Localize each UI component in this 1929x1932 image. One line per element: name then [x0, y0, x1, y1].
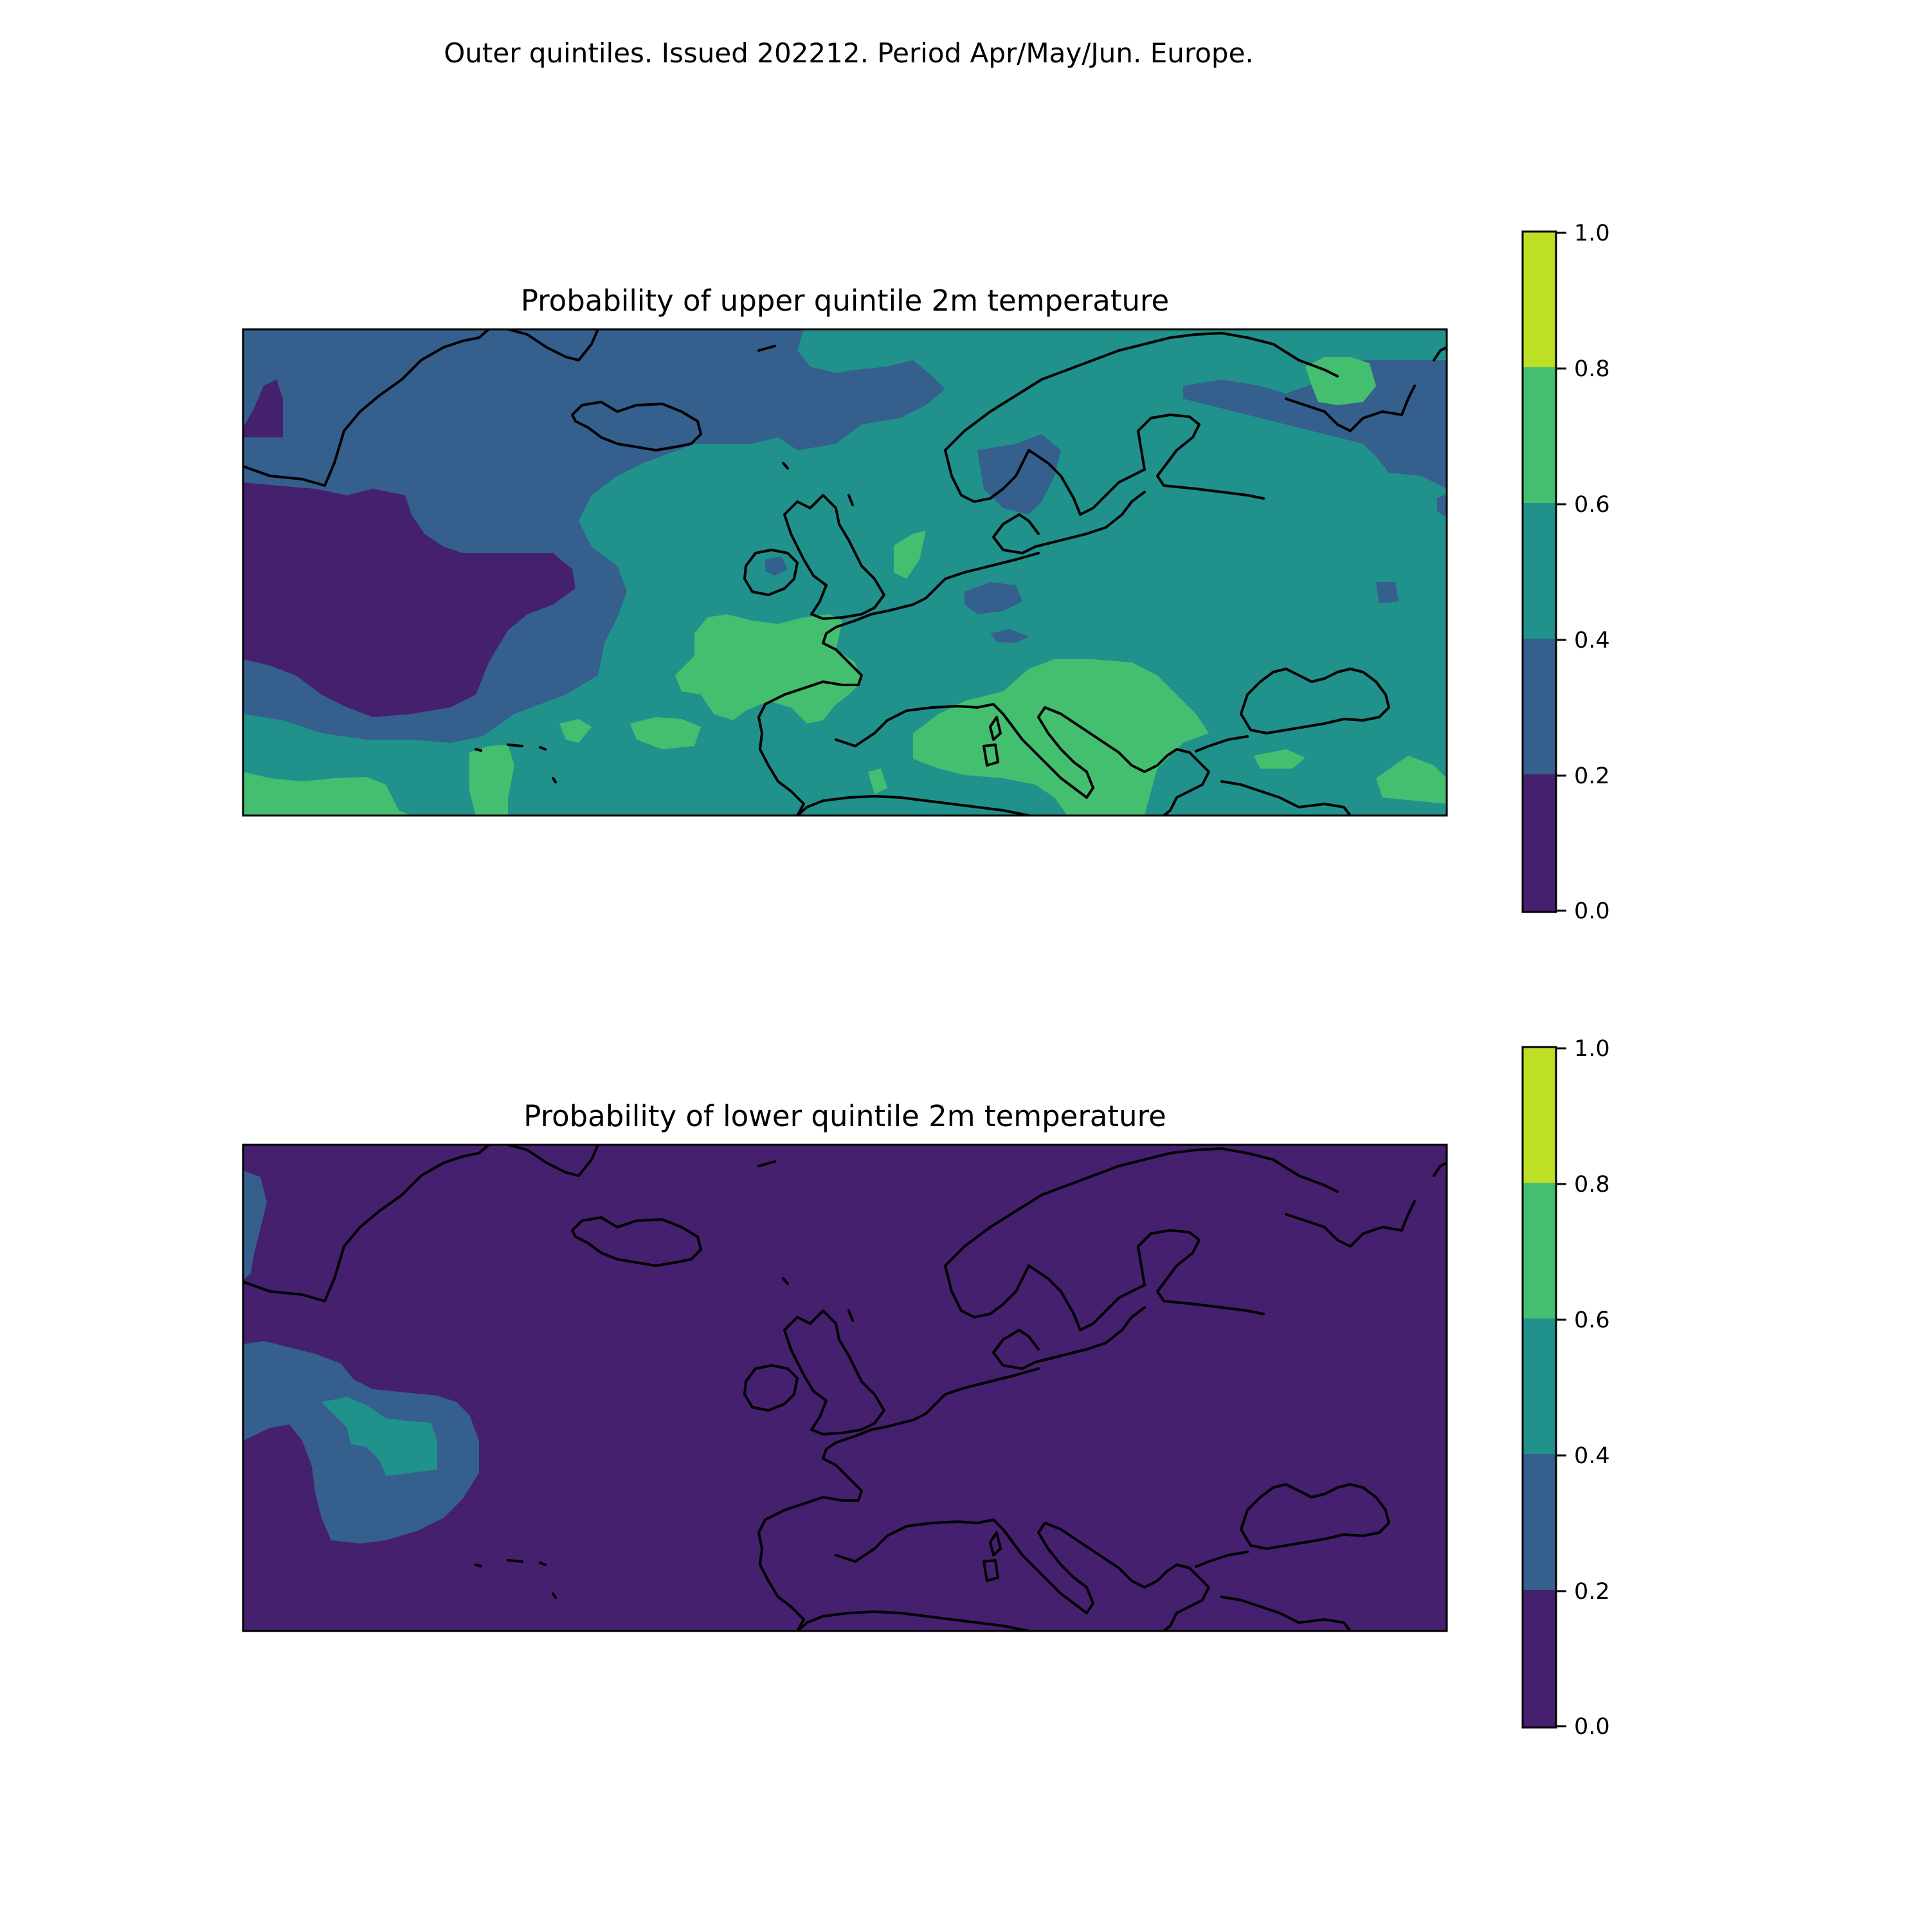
- upper-field-level-0.2-0.4-ireland: [765, 556, 788, 576]
- upper-field-level-0.2-0.4-russia: [1183, 360, 1447, 489]
- upper-colorbar-band-0.0-0.2: [1523, 774, 1556, 912]
- lower-colorbar-tick: 0.0: [1574, 1714, 1610, 1740]
- upper-field-level-0.6-0.8-italy: [913, 659, 1209, 816]
- upper-field-level-0.2-0.4-poland: [964, 582, 1029, 643]
- lower-colorbar-band-0.8-1.0: [1523, 1047, 1556, 1183]
- lower-map-field: [243, 1145, 1447, 1631]
- lower-colorbar-tick: 0.8: [1574, 1172, 1610, 1198]
- lower-colorbar-band-0.0-0.2: [1523, 1590, 1556, 1727]
- figure-title: Outer quintiles. Issued 202212. Period A…: [444, 37, 1254, 69]
- upper-map-frame: [242, 328, 1448, 817]
- upper-colorbar-tick: 0.6: [1574, 492, 1610, 518]
- upper-colorbar-tick: 0.4: [1574, 628, 1610, 653]
- upper-field-level-0.6-0.8-atlantic: [243, 357, 1447, 816]
- lower-colorbar-tick: 0.2: [1574, 1579, 1610, 1605]
- lower-field-level-0.2-0.4-greenland: [243, 1171, 267, 1280]
- upper-field-level-0.2-0.4-caspian: [1376, 494, 1447, 603]
- lower-map-frame: [242, 1144, 1448, 1632]
- upper-colorbar-tick: 0.8: [1574, 356, 1610, 382]
- upper-colorbar-band-0.2-0.4: [1523, 639, 1556, 774]
- upper-colorbar: 1.0 0.8 0.6 0.4 0.2 0.0: [1521, 221, 1610, 924]
- lower-panel-title: Probability of lower quintile 2m tempera…: [523, 1099, 1166, 1133]
- lower-quintile-panel: Probability of lower quintile 2m tempera…: [242, 1036, 1610, 1740]
- lower-field-level-0.4-0.6: [322, 1397, 437, 1476]
- upper-map-field: [243, 329, 1447, 816]
- lower-field-level-0.0-0.2: [243, 1145, 1447, 1631]
- lower-colorbar: 1.0 0.8 0.6 0.4 0.2 0.0: [1521, 1036, 1610, 1740]
- upper-quintile-panel: Probability of upper quintile 2m tempera…: [242, 221, 1610, 924]
- upper-colorbar-band-0.4-0.6: [1523, 503, 1556, 639]
- lower-colorbar-tick: 0.4: [1574, 1443, 1610, 1469]
- lower-colorbar-band-0.2-0.4: [1523, 1454, 1556, 1590]
- lower-colorbar-tick: 0.6: [1574, 1308, 1610, 1333]
- lower-colorbar-band-0.4-0.6: [1523, 1318, 1556, 1454]
- upper-panel-title: Probability of upper quintile 2m tempera…: [521, 284, 1169, 318]
- upper-colorbar-band-0.6-0.8: [1523, 367, 1556, 503]
- upper-field-level-0.6-0.8-biscay: [675, 614, 862, 724]
- upper-colorbar-tick: 0.0: [1574, 898, 1610, 924]
- upper-field-level-0.0-0.2: [243, 482, 575, 717]
- upper-field-level-0.0-0.2-greenland: [243, 379, 283, 437]
- upper-field-level-0.2-0.4-baltic: [977, 434, 1061, 515]
- upper-colorbar-tick: 1.0: [1574, 221, 1610, 246]
- upper-colorbar-band-0.8-1.0: [1523, 232, 1556, 367]
- lower-colorbar-tick: 1.0: [1574, 1036, 1610, 1062]
- upper-colorbar-tick: 0.2: [1574, 763, 1610, 789]
- lower-colorbar-band-0.6-0.8: [1523, 1183, 1556, 1318]
